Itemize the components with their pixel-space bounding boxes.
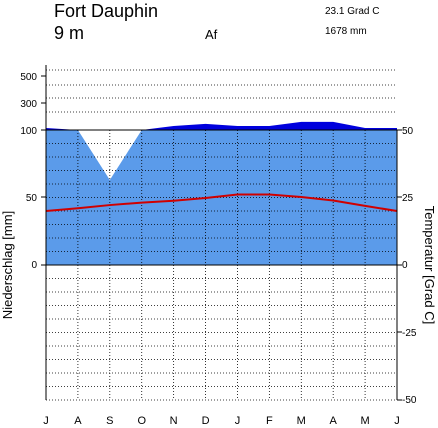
perhumid-area-layer (46, 121, 397, 130)
temperature-line-layer (45, 193, 398, 212)
humid-area-lower (46, 194, 397, 265)
month-label: A (330, 415, 338, 427)
month-label: O (137, 415, 146, 427)
left-tick-label: 0 (31, 260, 37, 271)
left-tick-label: 100 (20, 126, 37, 137)
right-tick-label: 0 (402, 260, 408, 271)
month-label: D (202, 415, 210, 427)
month-label: J (235, 415, 241, 427)
station-elevation: 9 m (54, 23, 84, 43)
month-label: A (74, 415, 82, 427)
month-label: F (266, 415, 273, 427)
month-label: S (106, 415, 113, 427)
humid-area-layer (46, 130, 397, 265)
month-label: N (170, 415, 178, 427)
climate-class: Af (205, 27, 218, 42)
right-axis-title: Temperatur [Grad C] (422, 206, 437, 325)
temperature-line (45, 193, 398, 212)
humid-area (46, 130, 397, 211)
month-label: J (394, 415, 400, 427)
month-label: J (43, 415, 49, 427)
right-axis: 50 25 0 -25 -50 (402, 126, 417, 406)
station-name: Fort Dauphin (54, 1, 158, 21)
right-tick-label: -25 (402, 328, 417, 339)
right-tick-label: 50 (402, 126, 414, 137)
left-tick-label: 50 (26, 193, 38, 204)
right-tick-label: -50 (402, 395, 417, 406)
right-tick-label: 25 (402, 193, 414, 204)
plot-frame (41, 65, 402, 401)
perhumid-area (46, 121, 397, 130)
left-axis: 500 300 100 50 0 (20, 72, 37, 271)
left-tick-label: 300 (20, 99, 37, 110)
mean-temperature: 23.1 Grad C (325, 6, 379, 17)
left-axis-title: Niederschlag [mm] (0, 211, 15, 319)
month-label: M (297, 415, 306, 427)
left-tick-label: 500 (20, 72, 37, 83)
month-label: M (361, 415, 370, 427)
annual-precipitation: 1678 mm (325, 26, 367, 37)
